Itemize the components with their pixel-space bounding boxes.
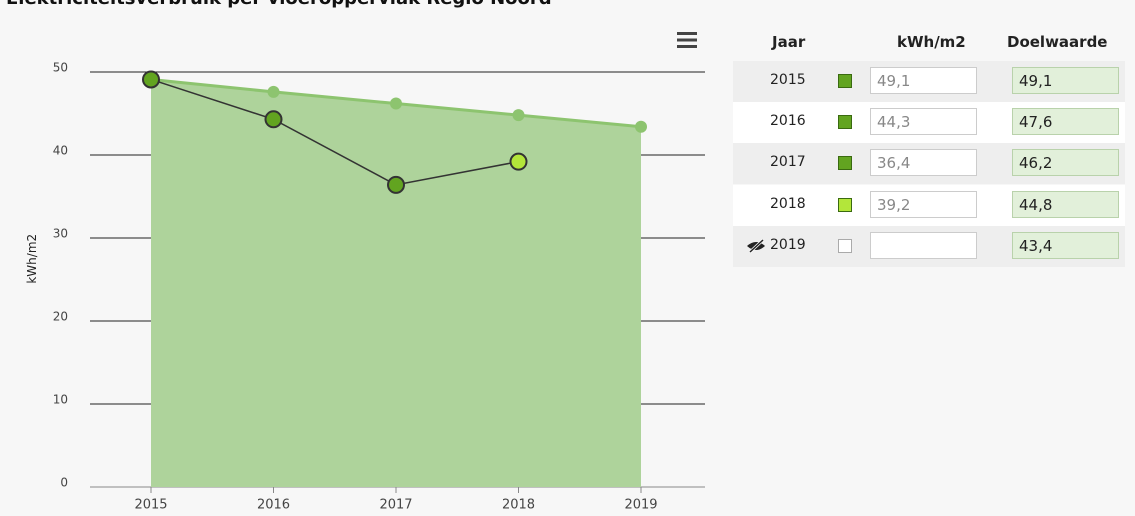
y-tick-label: 0 xyxy=(60,476,68,490)
value-input[interactable]: 36,4 xyxy=(870,149,977,177)
swatch[interactable] xyxy=(838,74,852,88)
menu-bar xyxy=(677,38,697,42)
point xyxy=(142,70,160,89)
point xyxy=(635,120,647,133)
target-input: 49,1 xyxy=(1012,67,1119,94)
x-tick-label: 2017 xyxy=(379,498,412,513)
swatch[interactable] xyxy=(838,238,852,253)
point xyxy=(390,97,402,110)
value-input[interactable]: 44,3 xyxy=(870,108,977,136)
x-tick-label: 2015 xyxy=(134,498,167,513)
page-title: Elektriciteitsverbruik per vloeroppervla… xyxy=(6,0,552,9)
point xyxy=(509,152,528,171)
swatch[interactable] xyxy=(838,115,852,130)
header-jaar: Jaar xyxy=(772,33,806,51)
year: 2015 xyxy=(770,72,806,88)
y-tick-label: 40 xyxy=(53,144,68,158)
target-input: 44,8 xyxy=(1012,190,1119,218)
y-tick-label: 20 xyxy=(53,310,68,324)
target-input: 46,2 xyxy=(1012,149,1119,177)
year: 2017 xyxy=(770,154,806,171)
area-fill xyxy=(151,79,641,487)
swatch[interactable] xyxy=(838,156,852,171)
x-tick-label: 2019 xyxy=(624,498,657,513)
value-input[interactable]: 49,1 xyxy=(870,67,977,94)
y-axis-label: kWh/m2 xyxy=(25,234,39,284)
y-tick-label: 30 xyxy=(53,227,68,241)
swatch[interactable] xyxy=(838,197,852,212)
point xyxy=(512,109,525,122)
point xyxy=(387,175,405,194)
value-input[interactable] xyxy=(870,231,977,259)
x-tick-label: 2018 xyxy=(502,498,535,513)
value-input[interactable]: 39,2 xyxy=(870,190,977,218)
menu-bar xyxy=(677,32,697,35)
year: 2019 xyxy=(770,236,806,253)
slash xyxy=(749,239,764,253)
hidden-icon[interactable] xyxy=(746,238,766,253)
header-doel: Doelwaarde xyxy=(1007,33,1108,51)
target-input: 47,6 xyxy=(1012,108,1119,136)
header-value: kWh/m2 xyxy=(897,33,966,51)
menu-icon[interactable] xyxy=(676,30,698,50)
target-input: 43,4 xyxy=(1012,231,1119,259)
menu-bar xyxy=(677,45,697,48)
x-tick-label: 2016 xyxy=(257,498,290,513)
y-tick-label: 10 xyxy=(53,393,68,407)
y-tick-label: 50 xyxy=(53,61,68,75)
point xyxy=(264,110,283,129)
series-line xyxy=(150,78,519,186)
point xyxy=(267,85,280,98)
chart: 0 10 20 30 40 50 kWh/m2 2015 2016 2017 2018 2019 xyxy=(25,30,705,513)
year: 2016 xyxy=(770,113,806,130)
year: 2018 xyxy=(770,195,806,212)
